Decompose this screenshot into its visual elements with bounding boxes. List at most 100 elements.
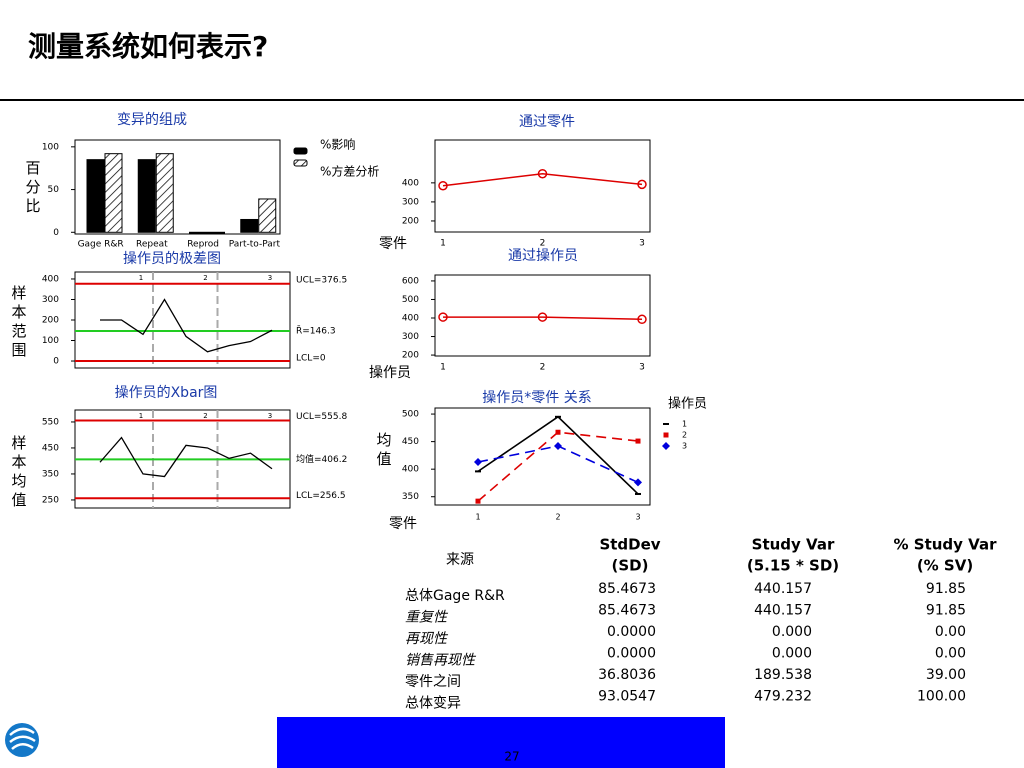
bar bbox=[104, 153, 123, 233]
chart-title: 通过零件 bbox=[519, 114, 575, 130]
group-label: 3 bbox=[268, 412, 272, 420]
x-tick-label: Gage R&R bbox=[78, 240, 124, 250]
y-tick-label: 0 bbox=[53, 357, 59, 367]
y-tick-label: 300 bbox=[402, 332, 419, 342]
legend-marker bbox=[663, 423, 669, 425]
x-tick-label: Reprod bbox=[187, 240, 219, 250]
group-label: 2 bbox=[203, 274, 207, 282]
group-label: 2 bbox=[203, 412, 207, 420]
chart-title: 变异的组成 bbox=[117, 112, 187, 128]
series-line bbox=[477, 415, 639, 495]
y-axis-label: 样本范围 bbox=[10, 285, 28, 361]
table-value: 0.000 bbox=[772, 646, 812, 662]
table-value: 91.85 bbox=[926, 581, 966, 597]
x-tick-label: 3 bbox=[635, 513, 640, 522]
series-point bbox=[635, 492, 641, 495]
table-value: 440.157 bbox=[754, 603, 812, 619]
y-axis-label: 百分比 bbox=[24, 160, 42, 217]
table-source: 销售再现性 bbox=[405, 653, 477, 669]
table-value: 0.000 bbox=[772, 624, 812, 640]
limit-label: R̄=146.3 bbox=[296, 325, 336, 337]
plot-frame bbox=[434, 274, 651, 357]
series-line bbox=[477, 445, 639, 484]
x-axis-label: 零件 bbox=[379, 236, 407, 252]
chart-title: 操作员的极差图 bbox=[123, 251, 221, 267]
table-value: 39.00 bbox=[926, 667, 966, 683]
table-header: % Study Var bbox=[894, 536, 998, 554]
table-header: (5.15 * SD) bbox=[747, 557, 839, 575]
footer-bar bbox=[277, 717, 725, 768]
legend-label: %方差分析 bbox=[320, 164, 379, 179]
x-tick-label: 3 bbox=[639, 363, 645, 373]
rule bbox=[0, 99, 1024, 101]
x-tick-label: 1 bbox=[475, 513, 480, 522]
y-tick-label: 550 bbox=[42, 417, 59, 427]
table-source: 再现性 bbox=[405, 631, 449, 647]
y-tick-label: 400 bbox=[402, 314, 419, 324]
series-point bbox=[475, 498, 481, 504]
table-value: 100.00 bbox=[917, 689, 966, 705]
y-axis-label: 均值 bbox=[375, 432, 393, 470]
table-value: 0.00 bbox=[935, 646, 966, 662]
limit-label: UCL=555.8 bbox=[296, 412, 347, 422]
table-source: 零件之间 bbox=[405, 674, 461, 690]
y-tick-label: 200 bbox=[402, 216, 419, 226]
plot-frame bbox=[434, 139, 651, 233]
x-tick-label: Part-to-Part bbox=[229, 240, 281, 250]
bar bbox=[86, 159, 105, 233]
legend-swatch bbox=[293, 159, 308, 167]
series-point bbox=[474, 458, 482, 467]
bar bbox=[155, 153, 174, 233]
x-tick-label: 1 bbox=[440, 239, 446, 249]
y-tick-label: 450 bbox=[402, 437, 419, 447]
data-line bbox=[99, 436, 273, 478]
table-value: 0.00 bbox=[935, 624, 966, 640]
y-tick-label: 400 bbox=[402, 465, 419, 475]
y-tick-label: 500 bbox=[402, 410, 419, 420]
y-tick-label: 350 bbox=[42, 469, 59, 479]
y-tick-label: 600 bbox=[402, 276, 419, 286]
limit-label: LCL=0 bbox=[296, 354, 326, 364]
slide-title: 测量系统如何表示? bbox=[28, 30, 268, 63]
mean-point bbox=[637, 179, 647, 190]
table-header: (SD) bbox=[612, 557, 649, 575]
y-tick-label: 400 bbox=[42, 274, 59, 284]
table-header: StdDev bbox=[599, 536, 660, 554]
bar bbox=[137, 159, 156, 233]
series-point bbox=[635, 438, 641, 444]
x-tick-label: 2 bbox=[540, 239, 546, 249]
page-number: 27 bbox=[504, 750, 519, 764]
legend-label: 1 bbox=[682, 420, 687, 429]
y-tick-label: 200 bbox=[402, 351, 419, 361]
y-tick-label: 100 bbox=[42, 336, 59, 346]
table-value: 189.538 bbox=[754, 667, 812, 683]
y-tick-label: 100 bbox=[42, 142, 59, 152]
table-value: 85.4673 bbox=[598, 581, 656, 597]
table-source: 总体变异 bbox=[405, 696, 461, 712]
limit-label: UCL=376.5 bbox=[296, 275, 347, 285]
y-tick-label: 450 bbox=[42, 443, 59, 453]
legend-label: 2 bbox=[682, 431, 687, 440]
bar bbox=[207, 231, 225, 234]
table-value: 440.157 bbox=[754, 581, 812, 597]
legend-label: %影响 bbox=[320, 137, 355, 152]
y-axis-label: 样本均值 bbox=[10, 435, 28, 511]
y-tick-label: 200 bbox=[42, 316, 59, 326]
limit-label: LCL=256.5 bbox=[296, 491, 346, 501]
y-tick-label: 50 bbox=[48, 185, 60, 195]
y-tick-label: 0 bbox=[53, 228, 59, 238]
plot-frame bbox=[74, 139, 281, 235]
x-tick-label: 1 bbox=[440, 363, 446, 373]
table-value: 0.0000 bbox=[607, 624, 656, 640]
mean-line bbox=[442, 172, 643, 187]
x-tick-label: 2 bbox=[555, 513, 560, 522]
table-value: 91.85 bbox=[926, 603, 966, 619]
mean-point bbox=[537, 168, 548, 179]
legend-marker bbox=[663, 432, 669, 438]
y-tick-label: 300 bbox=[402, 197, 419, 207]
mean-point bbox=[438, 312, 448, 322]
data-line bbox=[100, 298, 273, 353]
y-tick-label: 500 bbox=[402, 295, 419, 305]
logo bbox=[5, 723, 39, 757]
